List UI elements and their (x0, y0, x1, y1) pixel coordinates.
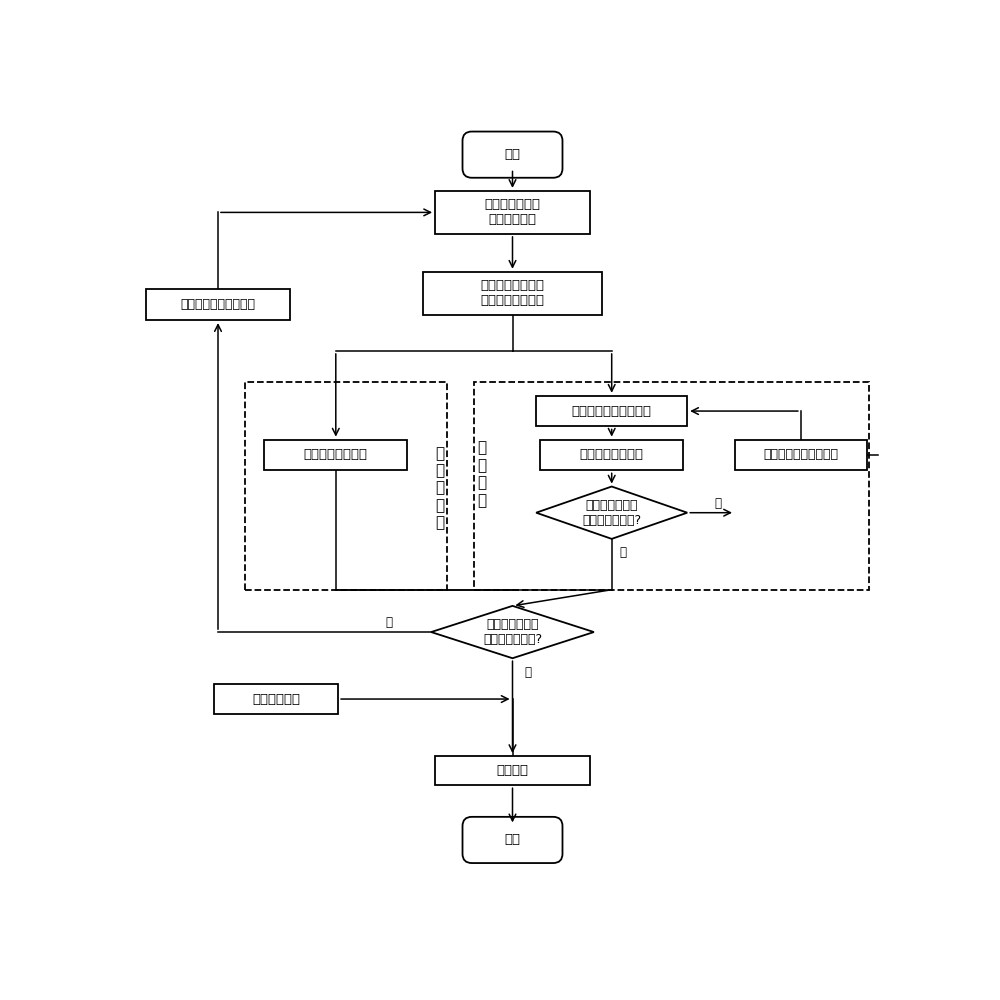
FancyBboxPatch shape (463, 132, 562, 178)
Bar (423, 272, 602, 315)
Text: 加热蒸汽参数影
响试验是否完成?: 加热蒸汽参数影 响试验是否完成? (582, 499, 641, 527)
Bar (435, 756, 590, 785)
Text: 改进叶片结构: 改进叶片结构 (252, 693, 300, 706)
Text: 根据预试验选取
高效除湿静叶: 根据预试验选取 高效除湿静叶 (484, 198, 540, 226)
Text: 是: 是 (620, 546, 627, 559)
Bar (536, 396, 687, 426)
Bar (146, 289, 290, 320)
Text: 结束: 结束 (505, 833, 520, 846)
Text: 高速相机测量记录: 高速相机测量记录 (580, 448, 644, 461)
Text: 高速相机测量记录: 高速相机测量记录 (304, 448, 368, 461)
Text: 无
加
热
除
湿: 无 加 热 除 湿 (435, 446, 444, 530)
Bar (735, 440, 867, 470)
Text: 更新加热除湿系统参数: 更新加热除湿系统参数 (763, 448, 838, 461)
Text: 加热通道结构影
响试验是否完成?: 加热通道结构影 响试验是否完成? (483, 618, 542, 646)
Bar (435, 191, 590, 234)
Bar (264, 440, 407, 470)
FancyBboxPatch shape (463, 817, 562, 863)
Text: 模化试验: 模化试验 (496, 764, 528, 777)
Bar (214, 684, 338, 714)
Bar (540, 440, 683, 470)
Polygon shape (536, 487, 687, 539)
Text: 调节主蒸汽流场参
数至实际工作参数: 调节主蒸汽流场参 数至实际工作参数 (480, 279, 544, 307)
Bar (474, 382, 869, 590)
Polygon shape (431, 606, 594, 658)
Text: 否: 否 (715, 497, 722, 510)
Text: 是: 是 (524, 666, 532, 679)
Text: 开始: 开始 (505, 148, 520, 161)
Text: 否: 否 (385, 616, 392, 629)
Text: 加
热
除
湿: 加 热 除 湿 (477, 441, 486, 508)
Text: 更新不同通道结构模型: 更新不同通道结构模型 (180, 298, 256, 311)
Bar (245, 382, 447, 590)
Text: 调节加热除湿系统参数: 调节加热除湿系统参数 (572, 405, 652, 418)
